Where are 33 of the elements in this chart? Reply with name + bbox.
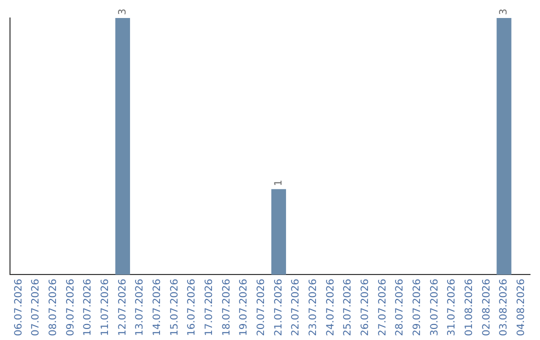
x-tick-label: 07.07.2026 (30, 278, 42, 336)
x-tick-label: 12.07.2026 (117, 278, 128, 336)
x-tick-label: 03.08.2026 (498, 278, 510, 336)
x-tick-label: 18.07.2026 (221, 278, 232, 336)
x-tick-label: 26.07.2026 (360, 278, 371, 336)
x-tick-label: 22.07.2026 (290, 278, 302, 336)
x-tick-label: 15.07.2026 (169, 278, 180, 336)
x-tick-label: 23.07.2026 (308, 278, 319, 336)
x-tick-label: 13.07.2026 (134, 278, 146, 336)
data-label: 3 (117, 8, 128, 15)
x-tick-label: 30.07.2026 (429, 278, 440, 336)
x-tick-label: 06.07.2026 (13, 278, 24, 336)
x-tick-label: 31.07.2026 (446, 278, 458, 336)
x-tick-label: 10.07.2026 (82, 278, 94, 336)
x-tick-label: 11.07.2026 (100, 278, 111, 336)
data-label: 3 (498, 8, 510, 15)
x-tick-label: 20.07.2026 (256, 278, 267, 336)
x-tick-label: 02.08.2026 (481, 278, 492, 336)
x-tick-label: 24.07.2026 (325, 278, 336, 336)
x-tick-label: 01.08.2026 (464, 278, 475, 336)
x-tick-label: 19.07.2026 (238, 278, 250, 336)
x-tick-label: 21.07.2026 (273, 278, 284, 336)
x-tick-label: 29.07.2026 (412, 278, 423, 336)
x-tick-label: 16.07.2026 (186, 278, 198, 336)
x-tick-label: 04.08.2026 (516, 278, 527, 336)
x-tick-label: 14.07.2026 (152, 278, 163, 336)
x-tick-label: 17.07.2026 (204, 278, 215, 336)
data-label: 1 (273, 180, 284, 186)
x-tick-label: 28.07.2026 (394, 278, 406, 336)
x-tick-label: 09.07.2026 (65, 278, 76, 336)
x-tick-label: 08.07.2026 (48, 278, 59, 336)
x-tick-label: 25.07.2026 (342, 278, 354, 336)
x-tick-label: 27.07.2026 (377, 278, 388, 336)
